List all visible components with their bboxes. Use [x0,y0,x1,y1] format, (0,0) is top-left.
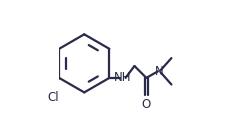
Text: O: O [142,98,151,111]
Text: Cl: Cl [47,91,59,104]
Text: N: N [155,65,164,78]
Text: NH: NH [114,71,131,84]
